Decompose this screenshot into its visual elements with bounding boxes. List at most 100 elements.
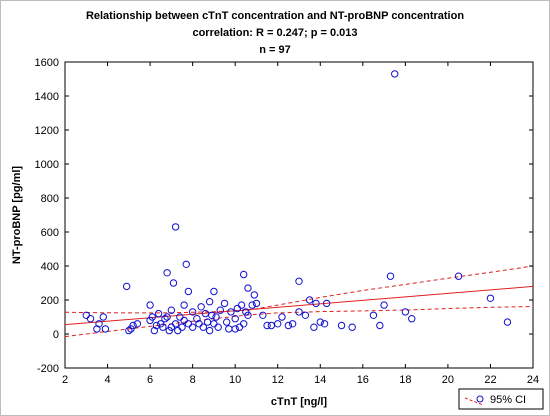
legend-label: 95% CI <box>490 394 526 406</box>
data-point <box>295 277 303 285</box>
data-point <box>391 70 399 78</box>
legend-ci-line <box>464 397 484 406</box>
data-point <box>146 301 154 309</box>
data-points <box>82 70 512 335</box>
data-point <box>401 308 410 316</box>
legend-point-symbol <box>476 395 484 403</box>
chart-title: Relationship between cTnT concentration … <box>85 10 465 22</box>
data-point <box>99 313 107 321</box>
data-point <box>320 320 329 328</box>
y-tick-label: 600 <box>41 227 59 239</box>
data-point <box>205 326 214 335</box>
data-point <box>284 321 293 330</box>
confidence-bands <box>64 265 534 338</box>
data-point <box>214 323 222 331</box>
data-point <box>369 311 378 319</box>
data-point <box>235 323 244 331</box>
data-point <box>122 282 131 291</box>
x-axis-title: cTnT [ng/l] <box>271 396 328 408</box>
chart-subtitle-correlation: correlation: R = 0.247; p = 0.013 <box>192 27 358 39</box>
y-tick-label: -200 <box>37 363 59 375</box>
data-point <box>248 301 256 309</box>
data-point <box>267 321 276 330</box>
data-point <box>167 306 176 314</box>
ci-upper-line <box>64 265 534 314</box>
data-point <box>210 287 218 296</box>
x-tick-label: 8 <box>190 374 196 386</box>
data-point <box>125 326 133 335</box>
data-point <box>322 299 331 308</box>
data-point <box>193 315 201 323</box>
data-point <box>225 325 233 333</box>
y-tick-label: 200 <box>41 295 59 307</box>
data-point <box>161 315 169 323</box>
regression-line <box>64 285 534 326</box>
data-point <box>178 323 186 331</box>
x-tick-label: 14 <box>314 374 326 386</box>
data-point <box>180 301 188 309</box>
x-tick-label: 18 <box>399 374 411 386</box>
y-tick-label: 800 <box>41 193 59 205</box>
x-tick-label: 4 <box>104 374 110 386</box>
data-point <box>86 315 95 323</box>
data-point <box>312 299 320 308</box>
data-point <box>188 308 197 316</box>
x-tick-label: 16 <box>357 374 369 386</box>
data-point <box>199 323 207 331</box>
x-tick-label: 24 <box>527 374 539 386</box>
x-tick-label: 2 <box>62 374 68 386</box>
data-point <box>163 269 171 277</box>
data-point <box>310 323 318 331</box>
data-point <box>252 299 261 308</box>
data-point <box>184 287 193 296</box>
data-point <box>133 320 142 328</box>
data-point <box>503 318 512 326</box>
data-point <box>239 320 248 328</box>
data-point <box>205 298 214 306</box>
data-point <box>182 260 190 268</box>
data-point <box>486 294 495 302</box>
data-point <box>301 311 310 319</box>
data-point <box>239 270 248 279</box>
x-tick-label: 10 <box>229 374 241 386</box>
y-tick-label: 400 <box>41 261 59 273</box>
y-axis-ticks: -200 0 200 400 600 800 1000 1200 1400 1600 <box>35 57 533 375</box>
data-point <box>150 326 159 335</box>
data-point <box>148 313 156 321</box>
data-point <box>305 296 314 304</box>
data-point <box>154 309 163 318</box>
y-tick-label: 1400 <box>35 91 59 103</box>
data-point <box>263 321 271 330</box>
data-point <box>222 318 231 326</box>
data-point <box>288 320 297 328</box>
data-point <box>208 311 216 319</box>
data-point <box>295 308 303 316</box>
x-tick-label: 22 <box>484 374 496 386</box>
data-point <box>337 321 346 330</box>
regression-fit-line <box>64 285 534 326</box>
data-point <box>171 223 180 231</box>
data-point <box>188 323 197 331</box>
y-tick-label: 1200 <box>35 125 59 137</box>
data-point <box>386 272 395 280</box>
data-point <box>227 308 235 316</box>
data-point <box>380 301 388 309</box>
data-point <box>171 320 180 328</box>
data-point <box>184 320 193 328</box>
data-point <box>220 299 229 308</box>
data-point <box>95 320 103 328</box>
x-tick-label: 20 <box>442 374 454 386</box>
ci-lower-line <box>64 306 534 338</box>
data-point <box>250 291 259 299</box>
data-point <box>93 325 101 333</box>
y-tick-label: 1600 <box>35 57 59 69</box>
data-point <box>197 303 205 311</box>
data-point <box>244 311 252 319</box>
x-axis-ticks: 2 4 6 8 10 12 14 16 18 20 22 24 <box>62 62 539 386</box>
data-point <box>376 321 384 330</box>
data-point <box>152 321 161 330</box>
data-point <box>348 323 356 331</box>
data-point <box>231 325 239 333</box>
